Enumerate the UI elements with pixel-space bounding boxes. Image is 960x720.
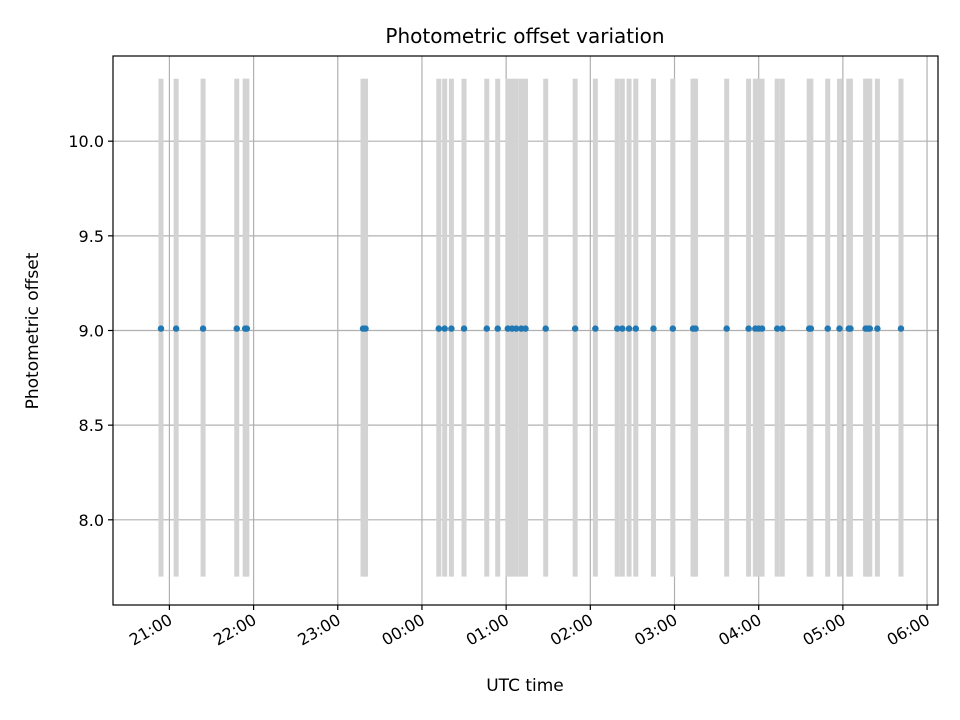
data-point [592,325,599,332]
data-point [774,325,781,332]
data-point [625,325,633,332]
data-point [745,325,752,332]
data-point [494,325,501,332]
data-point [897,325,905,332]
point-layer [157,325,905,332]
data-point [866,325,874,332]
y-axis-ticks: 8.0 8.5 9.0 9.5 10.0 [68,132,113,530]
data-point [157,325,165,332]
data-point [692,325,699,332]
y-tick-label: 8.5 [79,416,104,435]
data-point [614,325,621,332]
data-point [233,325,240,332]
data-point [758,325,766,332]
data-point [460,325,468,332]
data-point [362,325,369,332]
y-axis-label: Photometric offset [23,252,43,409]
data-point [824,325,831,332]
chart-title: Photometric offset variation [385,24,664,48]
data-point [847,325,854,332]
data-point [619,325,626,332]
data-point [874,325,881,332]
data-point [650,325,657,332]
data-point [807,325,815,332]
data-point [483,325,490,332]
x-axis-label: UTC time [486,676,564,696]
data-point [836,325,843,332]
data-point [571,325,579,332]
data-point [669,325,677,332]
data-point [632,325,639,332]
y-tick-label: 10.0 [68,132,104,151]
data-point [779,325,786,332]
data-point [513,325,520,332]
y-tick-label: 9.0 [79,322,104,341]
y-tick-label: 9.5 [79,227,104,246]
data-point [522,325,529,332]
data-point [542,325,549,332]
data-point [172,325,180,332]
data-point [199,325,207,332]
data-point [243,325,251,332]
data-point [723,325,730,332]
data-point [435,325,442,332]
y-tick-label: 8.0 [79,511,104,530]
data-point [448,325,455,332]
data-point [441,325,448,332]
